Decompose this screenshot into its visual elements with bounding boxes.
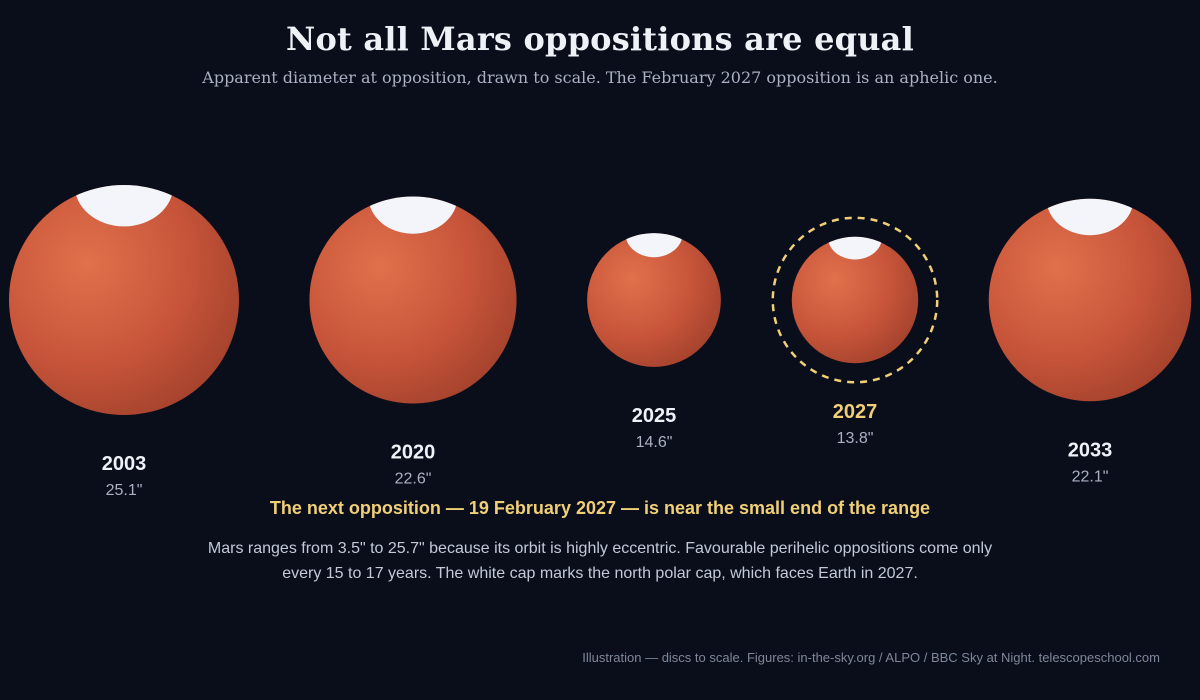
year-label: 2020	[391, 442, 436, 464]
mars-opposition-2020: 2020 22.6"	[309, 196, 517, 488]
diameter-label: 22.1"	[1072, 468, 1109, 485]
mars-discs-diagram: 2003 25.1" 2020 22.6" 2025 14.6" 2027 13.8" 2033…	[9, 185, 1192, 499]
source-footer: Illustration — discs to scale. Figures: …	[582, 650, 1160, 665]
mars-opposition-2033: 2033 22.1"	[988, 198, 1192, 485]
polar-cap	[368, 196, 458, 234]
year-label: 2003	[102, 453, 147, 475]
headline: The next opposition — 19 February 2027 —…	[269, 498, 931, 518]
mars-disc	[9, 185, 239, 415]
mars-disc	[988, 198, 1192, 402]
year-label: 2025	[632, 405, 677, 427]
highlight-ring	[771, 216, 939, 384]
mars-disc	[587, 233, 721, 367]
page-title: Not all Mars oppositions are equal	[286, 20, 914, 58]
diameter-label: 13.8"	[837, 430, 874, 447]
mars-disc	[309, 196, 517, 404]
mars-opposition-2025: 2025 14.6"	[587, 233, 721, 451]
polar-cap	[1046, 198, 1134, 236]
explanation-text: Mars ranges from 3.5" to 25.7" because i…	[207, 540, 993, 582]
mars-opposition-2027: 2027 13.8"	[771, 216, 939, 447]
diameter-label: 22.6"	[395, 471, 432, 488]
diameter-label: 25.1"	[106, 482, 143, 499]
page-subtitle: Apparent diameter at opposition, drawn t…	[202, 68, 998, 87]
mars-opposition-2003: 2003 25.1"	[9, 185, 239, 499]
diameter-label: 14.6"	[636, 434, 673, 451]
year-label: 2033	[1068, 439, 1113, 461]
polar-cap	[74, 185, 174, 227]
polar-cap	[625, 233, 683, 258]
mars-disc	[791, 236, 919, 364]
year-label: 2027	[833, 401, 878, 423]
